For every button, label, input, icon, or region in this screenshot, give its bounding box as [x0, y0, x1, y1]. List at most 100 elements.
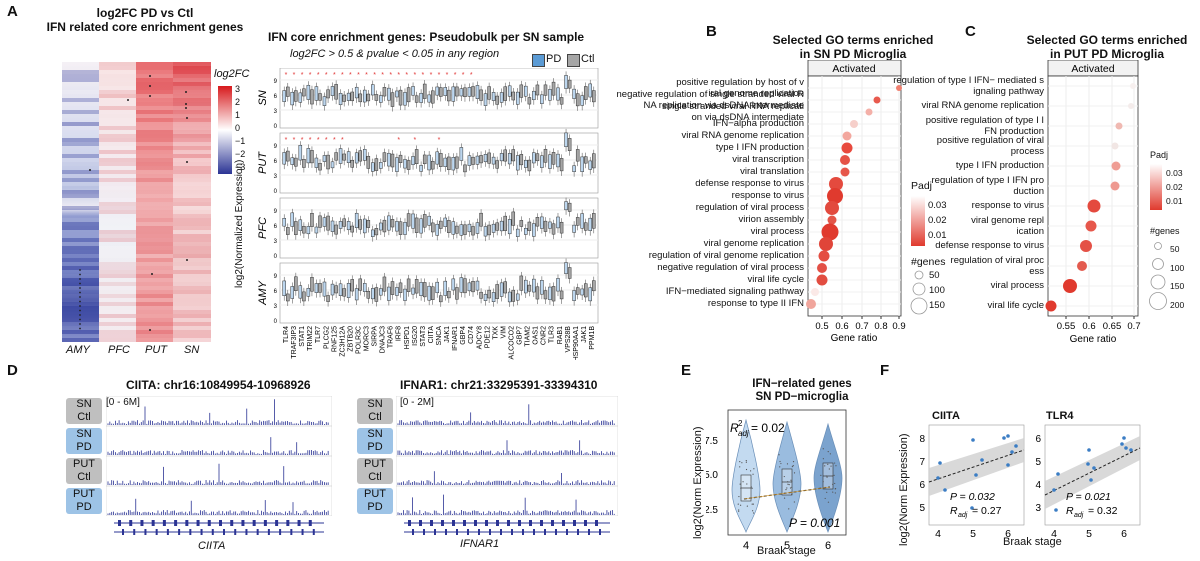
f1-scatter: 8 7 6 5 4 5 6 P = 0.032 R adj = 0.27 [919, 424, 1025, 540]
box-mark [439, 87, 443, 97]
padj-tick: 0.01 [928, 230, 947, 241]
c-dot [1077, 261, 1087, 271]
box-mark [443, 87, 448, 96]
box-mark [499, 92, 504, 103]
box-mark [588, 160, 592, 170]
box-mark [422, 214, 427, 228]
gene-label: PDE12 [484, 326, 491, 348]
box-mark [427, 285, 431, 301]
box-mark [414, 217, 419, 233]
signif-star: * [365, 72, 368, 79]
panel-label-e: E [681, 362, 692, 379]
box-mark [338, 92, 343, 106]
box-mark [374, 228, 379, 236]
gene-label: RNF125 [331, 326, 338, 352]
b-xtick: 0.8 [874, 321, 887, 332]
panel-b-size-ticks: 50 100 150 [929, 268, 945, 313]
box-mark [511, 289, 516, 302]
box-mark [395, 157, 399, 172]
gene-label: GBP7 [517, 326, 524, 345]
box-mark [471, 226, 475, 236]
box-mark [294, 221, 298, 235]
box-mark [455, 287, 459, 300]
b-term-label: viral translation [740, 166, 804, 177]
padj-tick: 0.01 [1166, 196, 1183, 206]
box-mark [556, 87, 560, 101]
box-mark [435, 281, 439, 294]
b-term-label: defense response to virus [695, 178, 804, 189]
e-ytick: 7.5 [706, 436, 718, 447]
b-dot [827, 215, 837, 225]
c-xtick: 0.65 [1103, 321, 1122, 332]
panel-label-d: D [7, 362, 18, 379]
box-mark [564, 201, 568, 211]
panel-b-xlabel: Gene ratio [831, 333, 878, 344]
box-mark [398, 154, 403, 163]
gene-label: SNCA [436, 326, 443, 346]
violin [772, 420, 802, 533]
c-term-label: defense response to virus [935, 240, 1044, 251]
box-mark [447, 89, 451, 102]
box-mark [362, 149, 367, 161]
locus2-title: IFNAR1: chr21:33295391-33394310 [400, 378, 598, 392]
track-label: SN PD [66, 428, 102, 454]
box-mark [411, 156, 415, 165]
box-mark [298, 219, 303, 231]
box-mark [580, 213, 584, 229]
box-mark [403, 222, 407, 235]
row-ytick: 0 [274, 254, 278, 260]
c-dot [1111, 161, 1121, 171]
signif-star: * [446, 72, 449, 79]
box-mark [491, 223, 496, 233]
b-dot [827, 188, 843, 204]
signif-star: * [309, 137, 312, 144]
box-mark [511, 149, 516, 162]
scatter-point [1089, 478, 1093, 482]
box-mark [572, 88, 576, 99]
e-ytick: 5.0 [706, 470, 718, 481]
box-mark [342, 94, 346, 102]
box-mark [354, 86, 359, 99]
box-mark [503, 281, 507, 294]
box-mark [338, 221, 343, 229]
box-mark [350, 279, 354, 292]
c-dot [1111, 142, 1119, 150]
box-mark [443, 280, 448, 296]
cb-tick: −3 [235, 162, 246, 172]
signif-star: * [357, 72, 360, 79]
heatmap-col-put: PUT [145, 344, 167, 356]
b-term-label: regulation of viral process [695, 202, 804, 213]
box-mark [286, 150, 290, 162]
track-label: PUT PD [357, 488, 393, 514]
b-term-label: negative regulation of single stranded v… [616, 89, 804, 111]
box-mark [322, 155, 327, 162]
e-r2-value: = 0.02 [751, 421, 785, 435]
signif-star: * [341, 137, 344, 144]
box-mark [532, 278, 536, 293]
box-mark [379, 222, 383, 231]
b-dot [819, 237, 833, 251]
b-term-label: virion assembly [738, 214, 804, 225]
box-mark [564, 262, 568, 275]
box-mark [366, 155, 371, 169]
box-mark [419, 282, 423, 296]
f1-r2-sub: adj [958, 512, 968, 519]
box-mark [543, 290, 548, 300]
box-mark [382, 87, 387, 97]
c-dot [1128, 103, 1134, 109]
gene-label: ZC3H12A [339, 326, 346, 357]
c-dot [1110, 181, 1120, 191]
box-mark [366, 290, 371, 299]
box-mark [379, 162, 383, 169]
padj-tick: 0.02 [1166, 182, 1183, 192]
signif-star: * [438, 137, 441, 144]
box-mark [290, 157, 295, 165]
box-mark [310, 277, 314, 292]
e-ytick: 2.5 [706, 505, 718, 516]
panel-a-title-line1: log2FC PD vs Ctl [96, 6, 194, 20]
box-mark [338, 148, 343, 164]
box-mark [471, 156, 475, 165]
box-mark [310, 213, 314, 227]
box-mark [532, 90, 536, 101]
c-term-label: type I IFN production [955, 160, 1044, 171]
